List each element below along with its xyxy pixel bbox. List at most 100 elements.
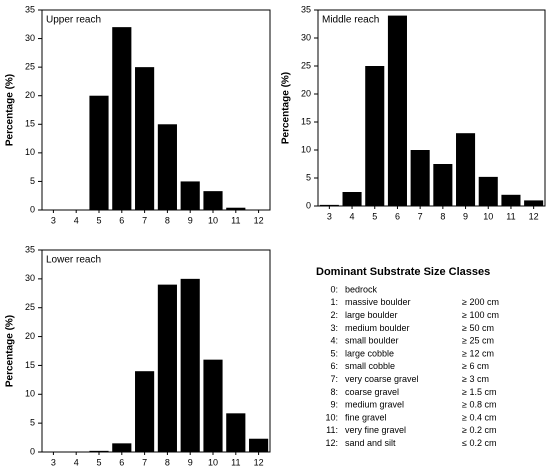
x-tick-label: 9 — [188, 215, 193, 225]
x-tick-label: 5 — [96, 215, 101, 225]
class-code: 8: — [330, 387, 338, 397]
bar — [410, 150, 430, 206]
x-tick-label: 11 — [231, 457, 240, 467]
x-tick-label: 3 — [51, 457, 56, 467]
bar — [203, 191, 223, 210]
y-tick-label: 35 — [25, 244, 35, 254]
bar — [365, 66, 385, 206]
class-size: ≥ 1.5 cm — [462, 387, 496, 397]
class-code: 0: — [330, 284, 338, 294]
bar — [180, 278, 200, 452]
x-tick-label: 4 — [350, 211, 355, 221]
x-tick-label: 4 — [74, 215, 79, 225]
x-tick-label: 11 — [231, 215, 240, 225]
class-code: 11: — [326, 425, 338, 435]
class-code: 2: — [330, 310, 338, 320]
y-tick-label: 35 — [25, 4, 35, 14]
x-tick-label: 5 — [96, 457, 101, 467]
y-tick-label: 20 — [301, 88, 311, 98]
class-code: 1: — [330, 297, 338, 307]
y-axis-label: Percentage (%) — [5, 315, 16, 387]
class-size: ≥ 6 cm — [462, 361, 489, 371]
bar — [226, 413, 246, 452]
class-size: ≥ 25 cm — [462, 336, 494, 346]
class-code: 7: — [330, 374, 338, 384]
class-name: bedrock — [345, 284, 378, 294]
class-name: sand and silt — [345, 438, 396, 448]
x-tick-label: 9 — [188, 457, 193, 467]
bar — [342, 192, 362, 206]
y-tick-label: 20 — [25, 331, 35, 341]
bar — [112, 443, 132, 452]
class-size: ≥ 0.8 cm — [462, 400, 496, 410]
panel-title: Upper reach — [46, 15, 101, 26]
class-code: 5: — [330, 348, 338, 358]
class-name: large cobble — [345, 348, 394, 358]
class-size: ≥ 100 cm — [462, 310, 499, 320]
y-tick-label: 35 — [301, 4, 311, 14]
class-name: small cobble — [345, 361, 395, 371]
bar — [157, 284, 177, 452]
class-code: 12: — [325, 438, 338, 448]
class-name: fine gravel — [345, 412, 387, 422]
x-tick-label: 8 — [165, 457, 170, 467]
class-size: ≥ 3 cm — [462, 374, 489, 384]
class-name: large boulder — [345, 310, 398, 320]
y-tick-label: 10 — [25, 389, 35, 399]
bar — [249, 438, 269, 452]
bar — [478, 176, 498, 206]
y-tick-label: 20 — [25, 90, 35, 100]
class-code: 10: — [325, 412, 338, 422]
y-tick-label: 0 — [30, 446, 35, 456]
x-tick-label: 7 — [142, 457, 147, 467]
class-code: 4: — [330, 336, 338, 346]
bar — [524, 200, 544, 206]
x-tick-label: 8 — [165, 215, 170, 225]
x-tick-label: 3 — [51, 215, 56, 225]
class-name: massive boulder — [345, 297, 411, 307]
table-title: Dominant Substrate Size Classes — [316, 266, 490, 278]
class-name: very fine gravel — [345, 425, 406, 435]
x-tick-label: 3 — [327, 211, 332, 221]
bar — [112, 27, 132, 211]
x-tick-label: 12 — [529, 211, 539, 221]
panel-title: Middle reach — [322, 15, 379, 26]
y-tick-label: 0 — [306, 200, 311, 210]
class-size: ≥ 200 cm — [462, 297, 499, 307]
bar — [157, 124, 177, 210]
x-tick-label: 6 — [395, 211, 400, 221]
y-tick-label: 15 — [25, 360, 35, 370]
bar — [501, 194, 521, 206]
y-tick-label: 25 — [25, 62, 35, 72]
y-tick-label: 25 — [25, 302, 35, 312]
y-tick-label: 30 — [25, 33, 35, 43]
x-tick-label: 12 — [254, 215, 264, 225]
bar — [456, 133, 476, 206]
bar — [135, 67, 155, 211]
panel-title: Lower reach — [46, 255, 101, 266]
x-tick-label: 10 — [208, 457, 218, 467]
class-size: ≥ 0.2 cm — [462, 425, 496, 435]
class-code: 3: — [330, 323, 338, 333]
plot-frame — [41, 249, 271, 453]
class-code: 9: — [330, 400, 338, 410]
y-tick-label: 15 — [25, 119, 35, 129]
y-tick-label: 5 — [306, 172, 311, 182]
bar — [226, 207, 246, 210]
y-axis-label: Percentage (%) — [281, 72, 292, 144]
class-name: coarse gravel — [345, 387, 399, 397]
x-tick-label: 4 — [74, 457, 79, 467]
class-name: small boulder — [345, 336, 399, 346]
class-size: ≥ 12 cm — [462, 348, 494, 358]
bar — [433, 164, 453, 206]
plot-frame — [317, 9, 546, 207]
y-tick-label: 0 — [30, 204, 35, 214]
class-size: ≤ 0.2 cm — [462, 438, 496, 448]
y-tick-label: 30 — [25, 273, 35, 283]
x-tick-label: 11 — [506, 211, 515, 221]
x-tick-label: 6 — [119, 215, 124, 225]
class-name: medium gravel — [345, 400, 404, 410]
x-tick-label: 7 — [418, 211, 423, 221]
class-code: 6: — [330, 361, 338, 371]
